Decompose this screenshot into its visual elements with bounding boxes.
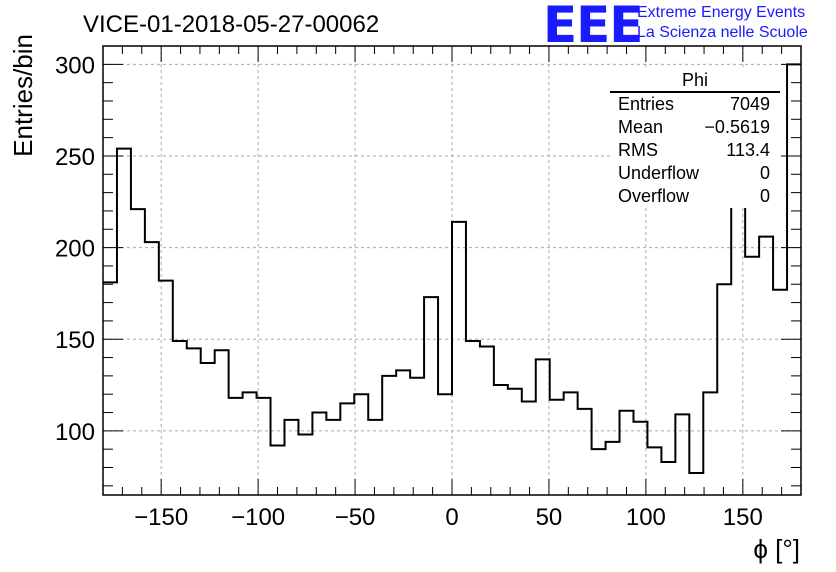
stats-box: Phi Entries 7049 Mean −0.5619 RMS 113.4 Und… [610, 70, 780, 208]
stats-label: Mean [618, 117, 664, 137]
x-tick-label: −150 [134, 504, 188, 531]
x-tick-label: 50 [536, 504, 563, 531]
stats-value: 0 [759, 163, 770, 183]
logo-line-1: Extreme Energy Events [637, 4, 806, 21]
stats-value: 7049 [729, 94, 770, 114]
x-tick-label: −100 [231, 504, 285, 531]
x-axis-ticks: −150 −100 −50 0 50 100 150 [102, 46, 802, 531]
logo-line-2: La Scienza nelle Scuole [637, 24, 808, 41]
y-tick-label: 200 [55, 236, 95, 263]
stats-label: Underflow [618, 163, 700, 183]
stats-box-title: Phi [610, 70, 780, 93]
x-axis-label: ϕ [°] [753, 534, 800, 564]
stats-row-entries: Entries 7049 [610, 93, 780, 116]
stats-value: 113.4 [726, 140, 770, 160]
stats-value: 0 [759, 186, 770, 206]
x-tick-label: 0 [445, 504, 458, 531]
stats-label: Overflow [618, 186, 690, 206]
y-tick-label: 150 [55, 327, 95, 354]
stats-row-underflow: Underflow 0 [610, 162, 780, 185]
stats-row-overflow: Overflow 0 [610, 185, 780, 208]
stats-label: RMS [618, 140, 658, 160]
stats-row-rms: RMS 113.4 [610, 139, 780, 162]
logo-caption: Extreme Energy Events La Scienza nelle S… [637, 3, 808, 43]
y-axis-ticks: 100 150 200 250 300 [55, 45, 801, 487]
stats-label: Entries [618, 94, 675, 114]
x-tick-label: 150 [723, 504, 763, 531]
y-tick-label: 100 [55, 419, 95, 446]
x-tick-label: 100 [626, 504, 666, 531]
y-tick-label: 250 [55, 144, 95, 171]
stats-row-mean: Mean −0.5619 [610, 116, 780, 139]
x-tick-label: −50 [335, 504, 376, 531]
eee-logo: EEE [543, 0, 643, 54]
stats-value: −0.5619 [704, 117, 770, 137]
y-axis-label: Entries/bin [8, 34, 38, 157]
y-tick-label: 300 [55, 52, 95, 79]
histogram-step-line [103, 63, 801, 475]
chart-title: VICE-01-2018-05-27-00062 [83, 11, 380, 38]
